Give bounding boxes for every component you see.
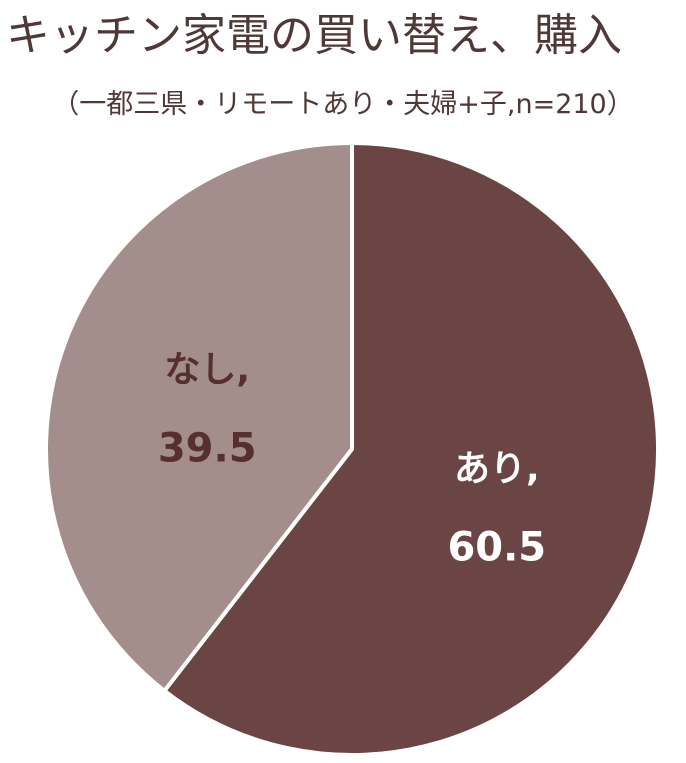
pie-slice-label-0: あり,	[454, 449, 540, 490]
pie-slice-label-1: なし,	[164, 349, 250, 390]
pie-slice-1	[44, 141, 354, 693]
pie-slice-value-1: 39.5	[158, 425, 257, 471]
pie-slice-value-0: 60.5	[447, 525, 546, 571]
pie-slices	[44, 141, 660, 757]
pie-labels: あり, 60.5 なし, 39.5	[158, 349, 546, 570]
chart-subtitle: （一都三県・リモートあり・夫婦+子,n=210）	[52, 89, 634, 120]
pie-slice-0	[162, 141, 660, 757]
chart-title: キッチン家電の買い替え、購入	[6, 10, 622, 61]
